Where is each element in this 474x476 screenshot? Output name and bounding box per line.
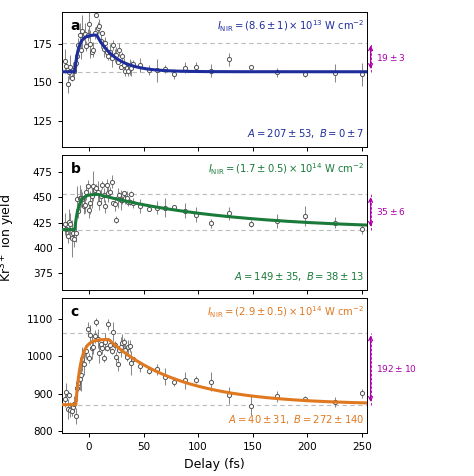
Text: $A = 149 \pm 35,\ B = 38 \pm 13$: $A = 149 \pm 35,\ B = 38 \pm 13$ — [234, 270, 365, 283]
X-axis label: Delay (fs): Delay (fs) — [184, 458, 245, 471]
Text: $I_{\mathrm{NIR}} = (8.6 \pm 1) \times 10^{13}$ W cm$^{-2}$: $I_{\mathrm{NIR}} = (8.6 \pm 1) \times 1… — [217, 19, 365, 34]
Text: c: c — [71, 305, 79, 319]
Text: $I_{\mathrm{NIR}} = (2.9 \pm 0.5) \times 10^{14}$ W cm$^{-2}$: $I_{\mathrm{NIR}} = (2.9 \pm 0.5) \times… — [207, 305, 365, 320]
Text: $19 \pm 3$: $19 \pm 3$ — [376, 52, 406, 63]
Text: $\mathrm{Kr}^{3+}$ ion yield: $\mathrm{Kr}^{3+}$ ion yield — [0, 194, 17, 282]
Text: $A = 40 \pm 31,\ B = 272 \pm 140$: $A = 40 \pm 31,\ B = 272 \pm 140$ — [228, 414, 365, 426]
Text: $I_{\mathrm{NIR}} = (1.7 \pm 0.5) \times 10^{14}$ W cm$^{-2}$: $I_{\mathrm{NIR}} = (1.7 \pm 0.5) \times… — [208, 162, 365, 177]
Text: $35 \pm 6$: $35 \pm 6$ — [376, 207, 406, 218]
Text: a: a — [71, 19, 80, 33]
Text: $192 \pm 10$: $192 \pm 10$ — [376, 363, 417, 374]
Text: b: b — [71, 162, 81, 176]
Text: $A = 207 \pm 53,\ B = 0 \pm 7$: $A = 207 \pm 53,\ B = 0 \pm 7$ — [247, 127, 365, 140]
